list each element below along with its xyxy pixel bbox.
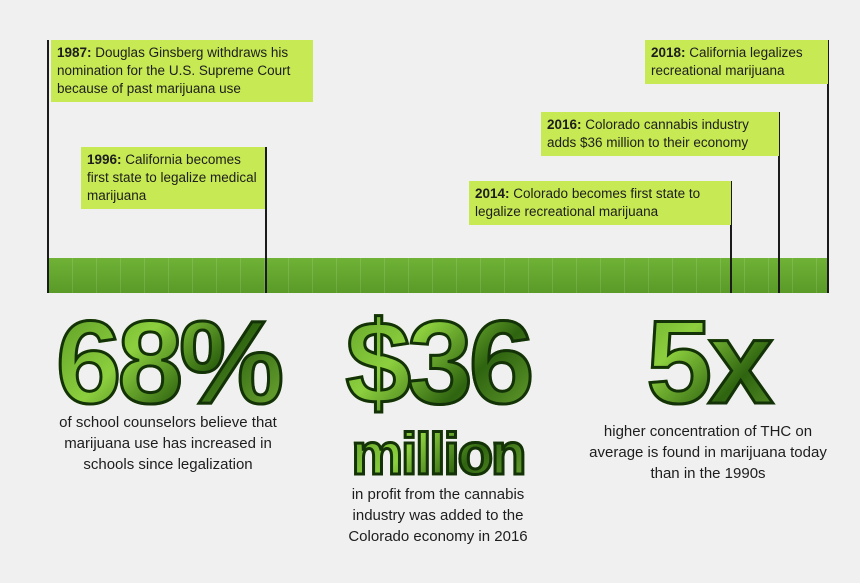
event-line: [778, 112, 780, 293]
event-label: 2016: Colorado cannabis industry adds $3…: [541, 112, 779, 156]
stat-figure: 68%: [0, 299, 348, 428]
event-text: Colorado becomes first state to legalize…: [475, 186, 701, 219]
stat-figure: 5x: [528, 299, 860, 428]
stat-caption: in profit from the cannabis industry was…: [348, 486, 528, 545]
event-text: California becomes first state to legali…: [87, 152, 257, 203]
event-line: [265, 147, 267, 293]
event-line: [730, 181, 732, 293]
event-text: Douglas Ginsberg withdraws his nominatio…: [57, 45, 291, 96]
event-label: 1996: California becomes first state to …: [81, 147, 265, 209]
stat-figure: $36: [258, 299, 618, 428]
timeline-bar: [48, 258, 828, 293]
event-text: California legalizes recreational mariju…: [651, 45, 803, 78]
event-label: 2014: Colorado becomes first state to le…: [469, 181, 731, 225]
stat-unit: million: [288, 423, 588, 486]
event-line: [47, 40, 49, 293]
stat-caption: higher concentration of THC on average i…: [589, 423, 827, 482]
event-label: 2018: California legalizes recreational …: [645, 40, 828, 84]
event-year: 2018:: [651, 45, 686, 60]
event-year: 1996:: [87, 152, 122, 167]
event-year: 1987:: [57, 45, 92, 60]
event-line: [827, 40, 829, 293]
event-year: 2014:: [475, 186, 510, 201]
event-year: 2016:: [547, 117, 582, 132]
event-text: Colorado cannabis industry adds $36 mill…: [547, 117, 749, 150]
stat-caption: of school counselors believe that mariju…: [59, 414, 277, 473]
event-label: 1987: Douglas Ginsberg withdraws his nom…: [51, 40, 313, 102]
